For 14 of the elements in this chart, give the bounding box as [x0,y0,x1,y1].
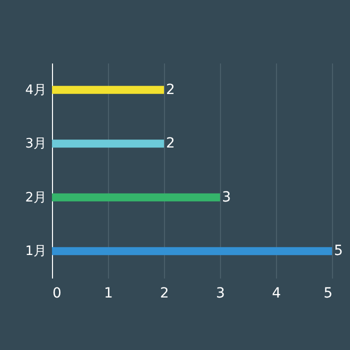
x-tick-label: 2 [160,286,169,302]
data-label: 3 [222,189,231,206]
x-tick-label: 1 [104,286,113,302]
y-tick-label: 2月 [25,190,46,206]
data-label: 5 [334,243,343,260]
x-tick-label: 0 [52,286,62,302]
y-tick-label: 4月 [25,82,46,98]
x-tick-label: 5 [324,286,332,302]
x-tick-label: 4 [272,286,282,302]
data-label: 2 [166,82,175,98]
x-tick-label: 3 [216,286,225,302]
y-tick-label: 1月 [25,244,46,260]
data-label: 2 [166,136,175,152]
y-tick-label: 3月 [25,136,46,152]
